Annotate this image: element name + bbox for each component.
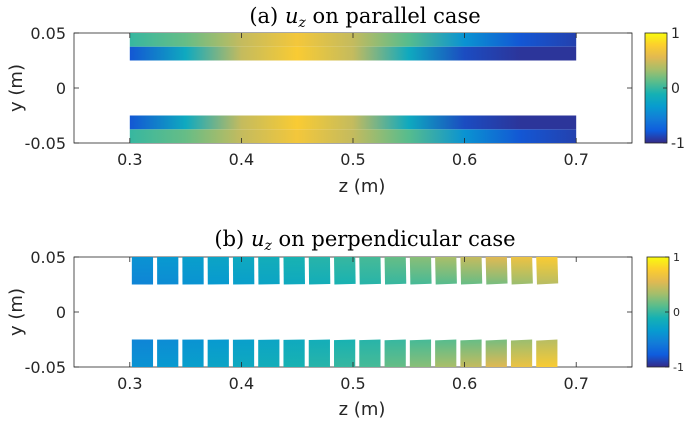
panel-b: (b) uz on perpendicular case 0.3 0.4 0.5 0.… [6, 227, 684, 420]
colorbar-tick-label: 1 [671, 26, 680, 42]
panel-b-xlabel: z (m) [339, 399, 386, 420]
segment-lower-16 [510, 339, 533, 367]
segment-upper-4 [207, 257, 230, 285]
y-tick-label: -0.05 [25, 134, 66, 153]
segment-lower-14 [460, 339, 482, 367]
segment-lower-1 [131, 339, 154, 367]
segment-upper-12 [409, 257, 432, 285]
x-tick-label: 0.7 [563, 150, 588, 169]
x-tick-label: 0.4 [229, 374, 254, 393]
panel-b-colorbar: 1 0 -1 [646, 251, 684, 374]
colorbar-tick-label: -1 [671, 136, 685, 152]
segment-upper-2 [157, 257, 179, 285]
y-tick-label: 0.05 [30, 248, 66, 267]
x-tick-label: 0.5 [340, 150, 365, 169]
x-tick-label: 0.7 [563, 374, 588, 393]
y-tick-label: 0 [56, 79, 66, 98]
x-tick-label: 0.4 [229, 150, 254, 169]
panel-b-ylabel: y (m) [6, 288, 27, 336]
y-tick-label: 0.05 [30, 24, 66, 43]
colorbar-tick-label: 0 [673, 306, 680, 319]
segment-upper-5 [232, 257, 255, 285]
segment-upper-11 [384, 257, 407, 285]
segment-lower-17 [536, 339, 558, 367]
panel-a-plot: 0.3 0.4 0.5 0.6 0.7 0.05 0 -0.05 [25, 24, 633, 169]
y-tick-label: 0 [56, 303, 66, 322]
segment-upper-15 [485, 257, 508, 285]
x-tick-label: 0.6 [452, 374, 477, 393]
strip-upper-inner [129, 46, 577, 61]
segment-lower-12 [409, 339, 432, 367]
panel-a-ylabel: y (m) [6, 64, 27, 112]
segment-lower-7 [283, 339, 305, 367]
segment-lower-6 [258, 339, 280, 367]
segment-upper-10 [359, 257, 381, 285]
x-tick-label: 0.6 [452, 150, 477, 169]
colorbar-tick-label: 0 [671, 81, 680, 97]
segment-upper-17 [536, 257, 559, 285]
segment-upper-16 [510, 257, 533, 285]
segment-upper-13 [435, 257, 457, 285]
x-tick-label: 0.3 [117, 150, 142, 169]
segment-lower-9 [334, 339, 356, 367]
segment-lower-5 [232, 339, 255, 367]
segment-upper-6 [258, 257, 280, 285]
segment-lower-3 [182, 339, 204, 367]
y-tick-label: -0.05 [25, 358, 66, 377]
panel-b-title: (b) uz on perpendicular case [214, 227, 515, 255]
segment-upper-8 [308, 257, 331, 285]
x-tick-label: 0.3 [117, 374, 142, 393]
panel-a-colorbar: 1 0 -1 [644, 26, 685, 152]
segment-lower-4 [207, 339, 229, 367]
segment-upper-9 [334, 257, 356, 285]
segment-upper-1 [131, 257, 154, 285]
segment-upper-7 [283, 257, 305, 285]
panel-b-plot: 0.3 0.4 0.5 0.6 0.7 0.05 0 -0.05 [25, 248, 633, 393]
panel-a-xlabel: z (m) [339, 176, 386, 197]
segment-lower-11 [384, 339, 406, 367]
segment-lower-2 [157, 339, 179, 367]
segment-upper-3 [182, 257, 204, 285]
panel-a: (a) uz on parallel case 0.3 0.4 0.5 0.6 0.70… [6, 4, 685, 197]
segment-lower-10 [359, 339, 381, 367]
segment-upper-14 [460, 257, 483, 285]
panel-a-title: (a) uz on parallel case [249, 4, 480, 32]
segment-lower-8 [308, 339, 330, 367]
segment-lower-13 [435, 339, 457, 367]
colorbar-tick-label: 1 [673, 251, 680, 264]
segment-lower-15 [485, 339, 507, 367]
strip-lower-inner [129, 115, 577, 130]
x-tick-label: 0.5 [340, 374, 365, 393]
colorbar-tick-label: -1 [673, 361, 684, 374]
